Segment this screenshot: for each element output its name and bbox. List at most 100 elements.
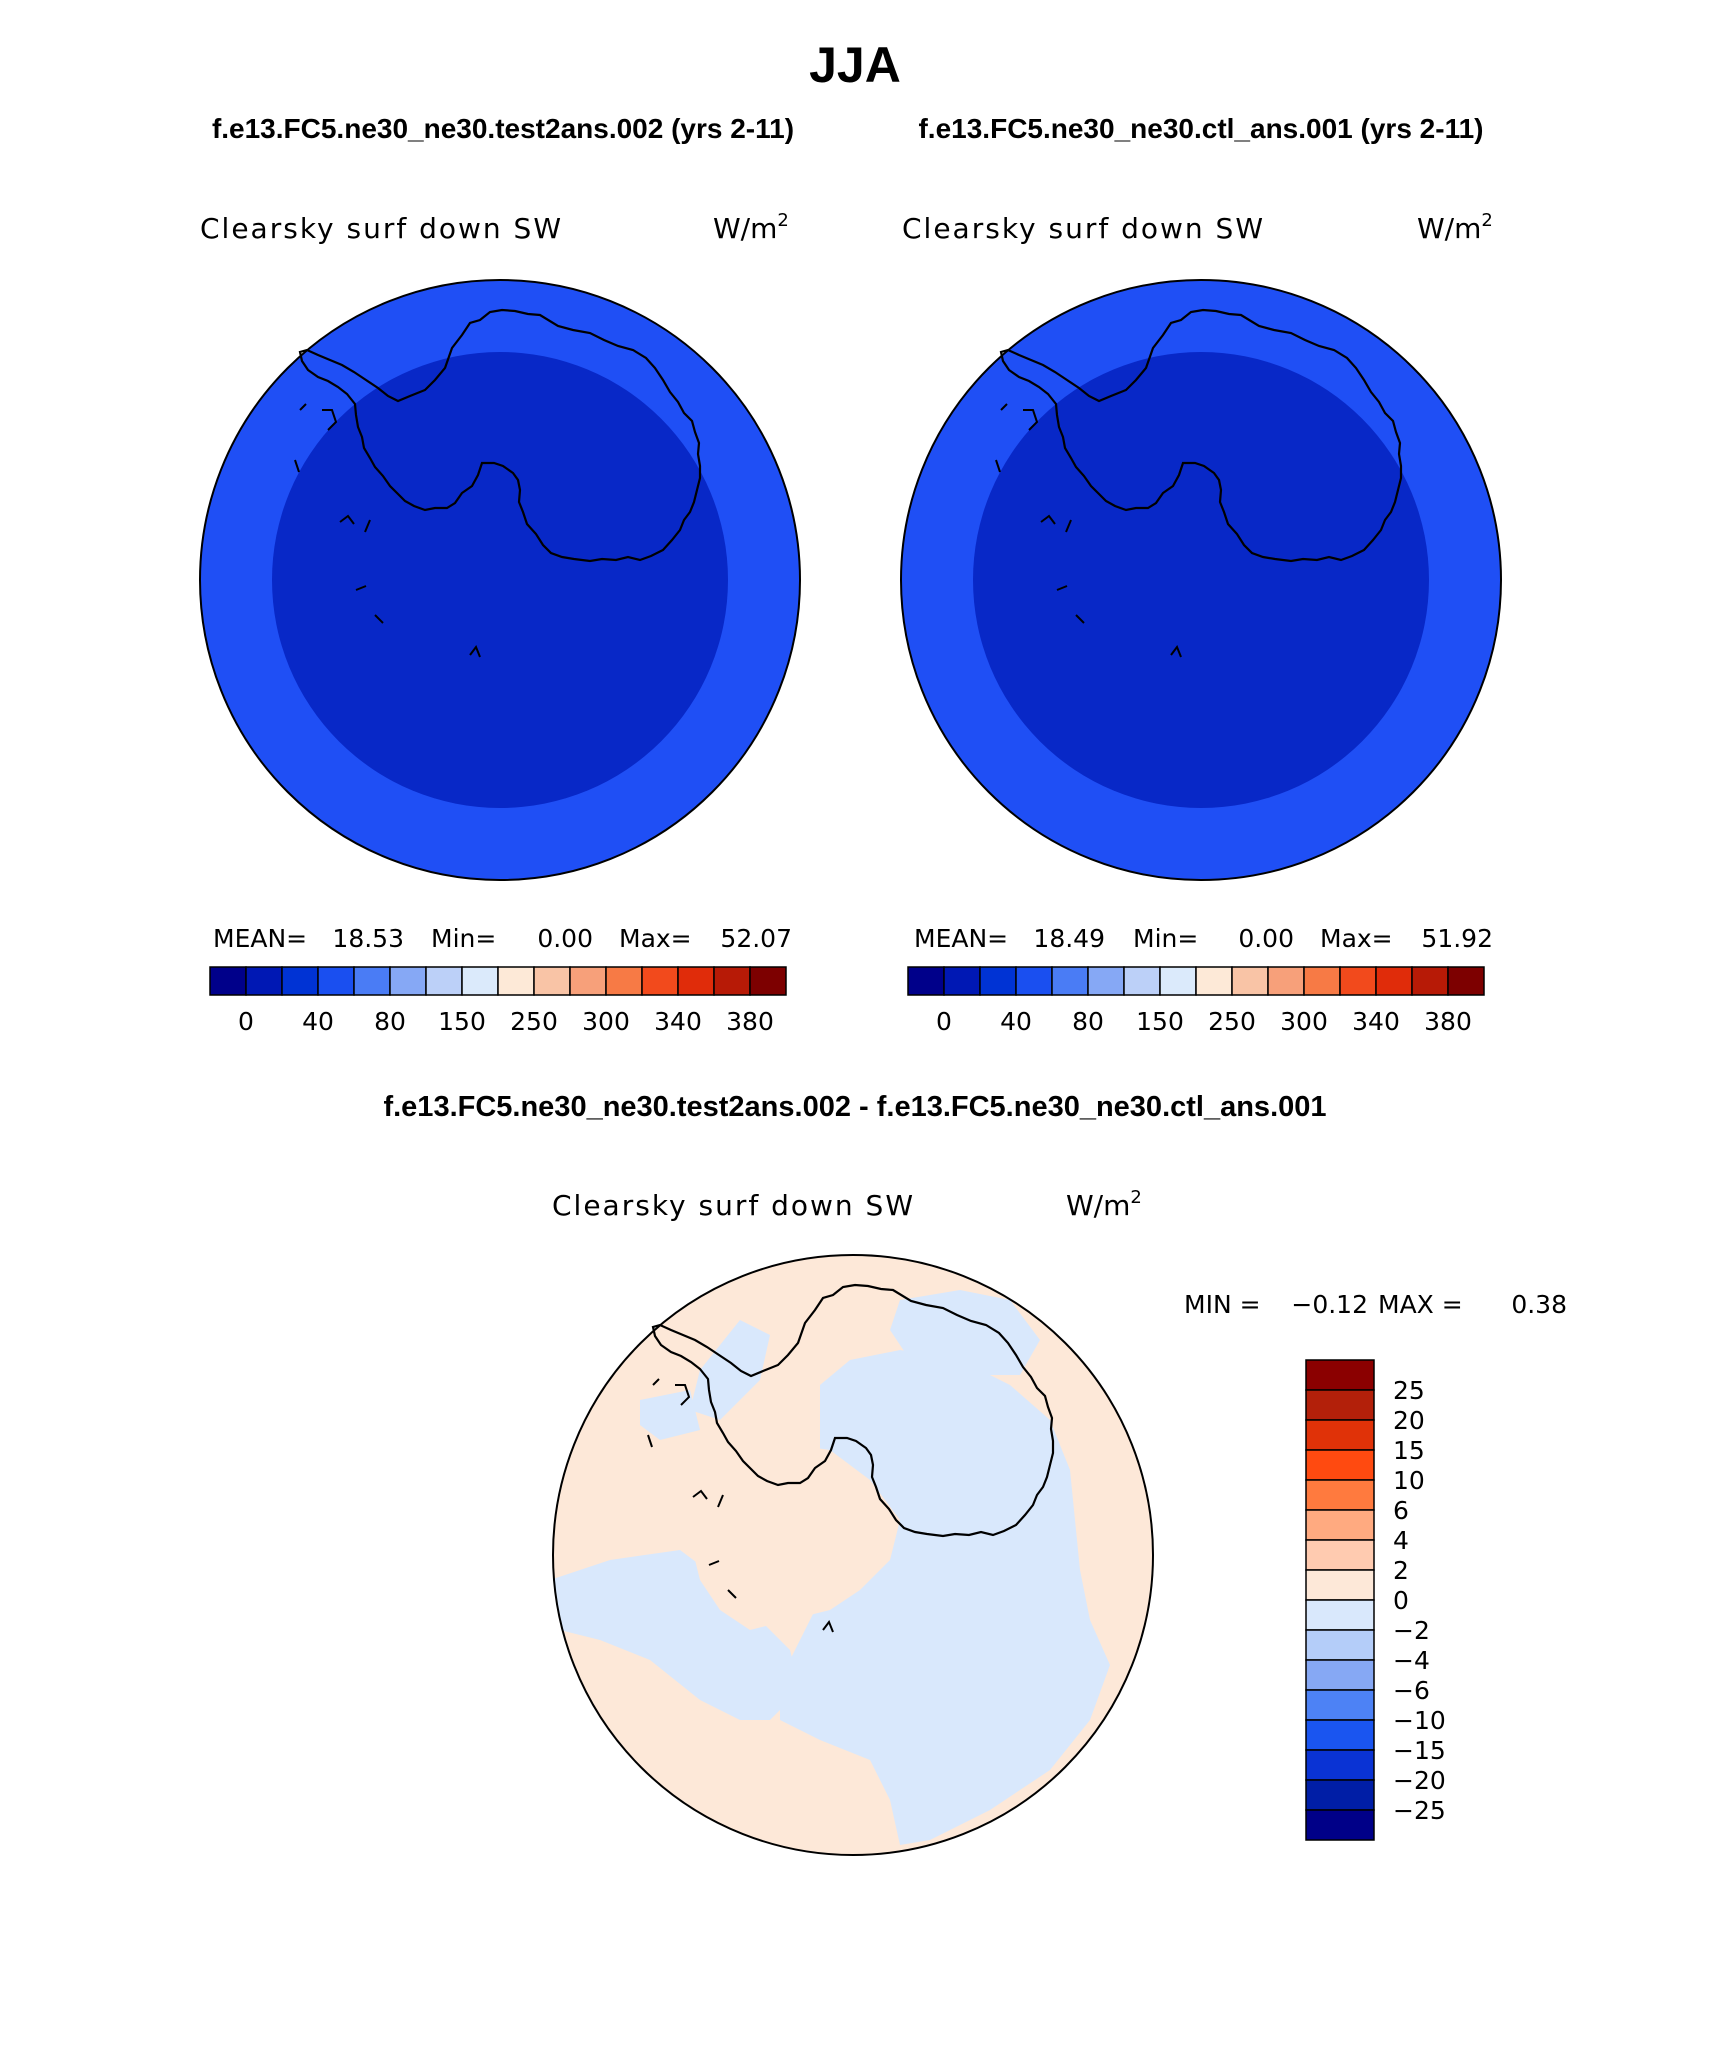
left-colorbar-box-7 bbox=[461, 966, 499, 996]
left-colorbar-box-11 bbox=[605, 966, 643, 996]
left-min-value: 0.00 bbox=[537, 924, 593, 953]
right-min-label: Min= bbox=[1133, 924, 1198, 953]
right-colorbar-tick-label: 80 bbox=[1072, 1007, 1104, 1036]
right-colorbar-tick-label: 150 bbox=[1136, 1007, 1184, 1036]
right-map-inner-band bbox=[973, 352, 1429, 808]
diff-colorbar-box-15 bbox=[1305, 1809, 1375, 1841]
diff-colorbar-tick-label: 6 bbox=[1393, 1496, 1409, 1525]
diff-colorbar-tick-label: 4 bbox=[1393, 1526, 1409, 1555]
diff-colorbar-tick-label: 20 bbox=[1393, 1406, 1425, 1435]
diff-colorbar-tick-label: −25 bbox=[1393, 1796, 1446, 1825]
left-mean-label: MEAN= bbox=[213, 924, 307, 953]
diff-colorbar-box-0 bbox=[1305, 1359, 1375, 1391]
right-colorbar-tick-label: 0 bbox=[936, 1007, 952, 1036]
left-colorbar-tick-label: 80 bbox=[374, 1007, 406, 1036]
diff-colorbar-box-3 bbox=[1305, 1449, 1375, 1481]
diff-colorbar-box-9 bbox=[1305, 1629, 1375, 1661]
diff-min-value: −0.12 bbox=[1291, 1290, 1368, 1319]
right-max-value: 51.92 bbox=[1421, 924, 1493, 953]
right-coast-detail bbox=[995, 403, 1182, 658]
right-colorbar-box-13 bbox=[1375, 966, 1413, 996]
right-colorbar-box-14 bbox=[1411, 966, 1449, 996]
left-stats: MEAN= 18.53 Min= 0.00 Max= 52.07 bbox=[213, 924, 792, 953]
diff-positive-region-peninsula bbox=[690, 1440, 900, 1630]
right-max-label: Max= bbox=[1320, 924, 1393, 953]
right-colorbar-tick-label: 380 bbox=[1424, 1007, 1472, 1036]
diff-panel: Clearsky surf down SW W/m2 MIN = −0.12 M… bbox=[552, 1187, 1567, 1856]
right-colorbar-tick-label: 250 bbox=[1208, 1007, 1256, 1036]
diff-colorbar-tick-label: 2 bbox=[1393, 1556, 1409, 1585]
left-colorbar-tick-label: 0 bbox=[238, 1007, 254, 1036]
right-case-title: f.e13.FC5.ne30_ne30.ctl_ans.001 (yrs 2-1… bbox=[918, 113, 1483, 144]
diff-map-border bbox=[552, 1254, 1154, 1856]
right-colorbar-box-5 bbox=[1087, 966, 1125, 996]
left-colorbar-box-1 bbox=[245, 966, 283, 996]
left-colorbar-box-0 bbox=[209, 966, 247, 996]
diff-colorbar-tick-label: −4 bbox=[1393, 1646, 1430, 1675]
right-colorbar-box-3 bbox=[1015, 966, 1053, 996]
left-colorbar-box-10 bbox=[569, 966, 607, 996]
left-colorbar-box-9 bbox=[533, 966, 571, 996]
diff-max-value: 0.38 bbox=[1511, 1290, 1567, 1319]
left-colorbar-box-13 bbox=[677, 966, 715, 996]
diff-colorbar-tick-label: 10 bbox=[1393, 1466, 1425, 1495]
diff-map bbox=[552, 1254, 1154, 1856]
right-colorbar-box-9 bbox=[1231, 966, 1269, 996]
left-panel: Clearsky surf down SW W/m2 MEAN= 18.53 M… bbox=[199, 210, 801, 1036]
right-colorbar-box-0 bbox=[907, 966, 945, 996]
right-map-border bbox=[900, 279, 1502, 881]
left-max-label: Max= bbox=[619, 924, 692, 953]
diff-variable-label: Clearsky surf down SW bbox=[552, 1189, 915, 1222]
right-mean-label: MEAN= bbox=[914, 924, 1008, 953]
right-colorbar-box-10 bbox=[1267, 966, 1305, 996]
right-units-label: W/m2 bbox=[1417, 210, 1493, 245]
left-case-title: f.e13.FC5.ne30_ne30.test2ans.002 (yrs 2-… bbox=[212, 113, 794, 144]
right-variable-label: Clearsky surf down SW bbox=[902, 212, 1265, 245]
right-colorbar-box-11 bbox=[1303, 966, 1341, 996]
right-colorbar-box-6 bbox=[1123, 966, 1161, 996]
left-colorbar-tick-label: 340 bbox=[654, 1007, 702, 1036]
diff-colorbar-box-4 bbox=[1305, 1479, 1375, 1511]
right-stats: MEAN= 18.49 Min= 0.00 Max= 51.92 bbox=[914, 924, 1493, 953]
diff-negative-region-southeast bbox=[780, 1350, 1110, 1845]
left-colorbar-box-5 bbox=[389, 966, 427, 996]
right-colorbar-box-1 bbox=[943, 966, 981, 996]
right-colorbar-tick-label: 300 bbox=[1280, 1007, 1328, 1036]
left-colorbar-box-4 bbox=[353, 966, 391, 996]
diff-colorbar-tick-label: −2 bbox=[1393, 1616, 1430, 1645]
diff-negative-region-northeast bbox=[890, 1290, 1040, 1375]
diff-map-positive-interior bbox=[690, 1440, 900, 1630]
right-colorbar-box-2 bbox=[979, 966, 1017, 996]
left-colorbar-box-2 bbox=[281, 966, 319, 996]
right-colorbar-box-12 bbox=[1339, 966, 1377, 996]
right-mean-value: 18.49 bbox=[1033, 924, 1105, 953]
diff-max-label: MAX = bbox=[1378, 1290, 1463, 1319]
diff-map-negative-regions bbox=[553, 1290, 1110, 1845]
right-colorbar-box-15 bbox=[1447, 966, 1485, 996]
diff-min-label: MIN = bbox=[1184, 1290, 1261, 1319]
left-map bbox=[199, 279, 801, 881]
right-colorbar-box-7 bbox=[1159, 966, 1197, 996]
diff-colorbar-box-10 bbox=[1305, 1659, 1375, 1691]
diff-colorbar-tick-label: −6 bbox=[1393, 1676, 1430, 1705]
diff-negative-region-west bbox=[553, 1550, 800, 1720]
diff-colorbar-box-6 bbox=[1305, 1539, 1375, 1571]
diff-colorbar-box-1 bbox=[1305, 1389, 1375, 1421]
diff-title: f.e13.FC5.ne30_ne30.test2ans.002 - f.e13… bbox=[383, 1091, 1326, 1123]
diff-colorbar-box-14 bbox=[1305, 1779, 1375, 1811]
left-map-border bbox=[199, 279, 801, 881]
right-colorbar-box-8 bbox=[1195, 966, 1233, 996]
left-colorbar-box-15 bbox=[749, 966, 787, 996]
diff-colorbar-tick-label: −20 bbox=[1393, 1766, 1446, 1795]
left-colorbar-box-12 bbox=[641, 966, 679, 996]
left-colorbar-tick-label: 300 bbox=[582, 1007, 630, 1036]
left-colorbar: 0 40 80 150 250 300 340 380 bbox=[209, 966, 787, 1036]
diff-colorbar-tick-label: 25 bbox=[1393, 1376, 1425, 1405]
season-title: JJA bbox=[809, 37, 901, 93]
right-colorbar: 0 40 80 150 250 300 340 380 bbox=[907, 966, 1485, 1036]
diff-colorbar-tick-label: 0 bbox=[1393, 1586, 1409, 1615]
diff-colorbar-tick-label: 15 bbox=[1393, 1436, 1425, 1465]
diff-colorbar-box-11 bbox=[1305, 1689, 1375, 1721]
